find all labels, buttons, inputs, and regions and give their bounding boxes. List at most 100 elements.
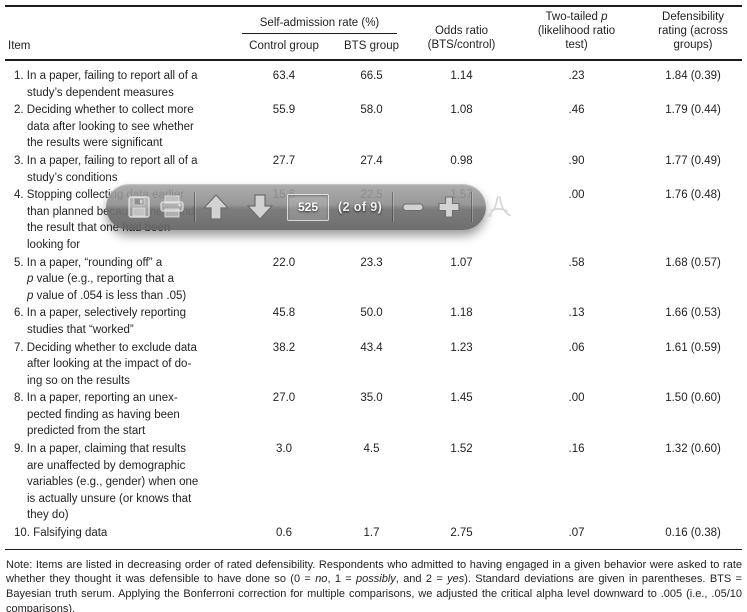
odds-ratio-cell: 2.75 [450, 527, 473, 540]
table-header: Item Self-admission rate (%) Odds ratio … [5, 6, 743, 60]
control-rate-cell: 27.7 [272, 154, 296, 167]
bts-rate-cell: 43.4 [360, 341, 383, 354]
odds-ratio-cell: 1.23 [450, 341, 473, 354]
zoom-out-button[interactable] [399, 193, 427, 221]
col-header-self-admission-group: Self-admission rate (%) [239, 6, 414, 35]
col-header-self-admission-label: Self-admission rate (%) [242, 8, 398, 34]
item-cell: 8. In a paper, reporting an unex-pected … [14, 392, 180, 438]
p-value-cell: .06 [568, 341, 585, 354]
item-cell: 9. In a paper, claiming that results are … [14, 443, 199, 522]
defensibility-cell: 0.16 (0.38) [665, 527, 721, 540]
table-row: 2. Deciding whether to collect more data … [5, 102, 742, 153]
p-value-cell: .46 [568, 104, 585, 117]
defensibility-cell: 1.84 (0.39) [665, 70, 721, 82]
col-header-odds-ratio-label: Odds ratio (BTS/control) [427, 25, 496, 51]
control-rate-cell: 22.0 [272, 256, 296, 269]
defensibility-cell: 1.68 (0.57) [665, 256, 721, 269]
defensibility-cell: 1.79 (0.44) [665, 104, 721, 117]
table-row: 8. In a paper, reporting an unex-pected … [5, 390, 742, 441]
save-icon [128, 196, 150, 218]
control-rate-cell: 38.2 [272, 341, 296, 354]
p-value-cell: .90 [568, 154, 585, 167]
zoom-in-button[interactable] [435, 193, 463, 221]
table-note: Note: Items are listed in decreasing ord… [6, 558, 742, 612]
defensibility-cell: 1.77 (0.49) [665, 154, 721, 167]
p-value-cell: .00 [568, 189, 585, 202]
control-rate-cell: 45.8 [272, 307, 296, 320]
bts-rate-cell: 50.0 [360, 307, 383, 320]
previous-page-button[interactable] [201, 192, 231, 222]
toolbar-divider [194, 192, 195, 222]
defensibility-cell: 1.66 (0.53) [665, 307, 721, 320]
bts-rate-cell: 58.0 [360, 104, 383, 117]
item-cell: 7. Deciding whether to exclude data after… [14, 341, 197, 387]
p-value-cell: .23 [568, 70, 585, 82]
page-down-icon [246, 194, 274, 220]
page-up-icon [202, 194, 230, 220]
odds-ratio-cell: 1.07 [450, 256, 473, 269]
acrobat-icon [486, 196, 512, 217]
data-table: Item Self-admission rate (%) Odds ratio … [5, 5, 743, 550]
table-row: 10. Falsifying data 0.6 1.7 2.75 .07 0.16 (0.… [5, 525, 742, 549]
table-row: 7. Deciding whether to exclude data after… [5, 340, 742, 391]
table-row: 6. In a paper, selectively reporting stud… [5, 305, 742, 339]
bts-rate-cell: 27.4 [360, 154, 383, 167]
col-header-two-tailed-p: Two-tailed p (likelihood ratio test) [509, 6, 644, 60]
next-page-button[interactable] [245, 192, 275, 222]
p-value-cell: .00 [568, 392, 585, 405]
p-value-cell: .13 [568, 307, 585, 320]
odds-ratio-cell: 1.52 [450, 443, 473, 456]
bts-rate-cell: 23.3 [360, 256, 383, 269]
p-value-cell: .16 [568, 443, 585, 456]
toolbar-divider [392, 192, 394, 222]
col-header-two-tailed-p-label: Two-tailed p (likelihood ratio test) [537, 11, 616, 51]
defensibility-cell: 1.76 (0.48) [665, 189, 721, 202]
zoom-out-icon [402, 203, 424, 212]
print-button[interactable] [158, 194, 186, 220]
item-cell: 1. In a paper, failing to report all of … [14, 70, 198, 99]
bts-rate-cell: 4.5 [363, 443, 380, 456]
col-header-item: Item [8, 40, 31, 52]
item-cell: 2. Deciding whether to collect more data … [14, 104, 194, 150]
col-header-control-group: Control group [249, 40, 319, 52]
col-header-odds-ratio: Odds ratio (BTS/control) [414, 6, 509, 60]
table-row: 1. In a paper, failing to report all of … [5, 60, 742, 102]
odds-ratio-cell: 0.98 [450, 154, 473, 167]
bts-rate-cell: 1.7 [363, 527, 380, 540]
col-header-defensibility: Defensibility rating (across groups) [644, 6, 742, 60]
pdf-floating-toolbar: (2 of 9) [106, 184, 512, 230]
print-icon [160, 195, 184, 218]
item-cell: 3. In a paper, failing to report all of … [14, 154, 198, 184]
p-value-cell: .58 [568, 256, 585, 269]
table-row: 9. In a paper, claiming that results are … [5, 441, 742, 525]
odds-ratio-cell: 1.08 [450, 104, 473, 117]
table-body: 1. In a paper, failing to report all of … [5, 60, 742, 549]
bts-rate-cell: 35.0 [360, 392, 383, 405]
toolbar-divider [471, 192, 473, 222]
defensibility-cell: 1.61 (0.59) [665, 341, 721, 354]
item-cell: 10. Falsifying data [14, 527, 108, 540]
defensibility-cell: 1.50 (0.60) [665, 392, 721, 405]
p-value-cell: .07 [568, 527, 585, 540]
save-button[interactable] [126, 194, 152, 220]
col-header-bts-group: BTS group [344, 40, 399, 52]
control-rate-cell: 27.0 [272, 392, 296, 405]
page-count-label: (2 of 9) [338, 200, 383, 214]
odds-ratio-cell: 1.18 [450, 307, 473, 320]
control-rate-cell: 63.4 [272, 70, 296, 82]
col-header-defensibility-label: Defensibility rating (across groups) [658, 11, 728, 51]
item-cell: 6. In a paper, selectively reporting stud… [14, 307, 186, 336]
page-number-input[interactable] [287, 193, 329, 221]
defensibility-cell: 1.32 (0.60) [665, 443, 721, 456]
control-rate-cell: 55.9 [272, 104, 296, 117]
control-rate-cell: 3.0 [276, 443, 292, 456]
table-row: 3. In a paper, failing to report all of … [5, 153, 742, 187]
control-rate-cell: 0.6 [276, 527, 292, 540]
odds-ratio-cell: 1.14 [450, 70, 473, 82]
bts-rate-cell: 66.5 [360, 70, 383, 82]
qrp-table-section: Item Self-admission rate (%) Odds ratio … [5, 5, 743, 612]
acrobat-button[interactable] [482, 193, 514, 221]
